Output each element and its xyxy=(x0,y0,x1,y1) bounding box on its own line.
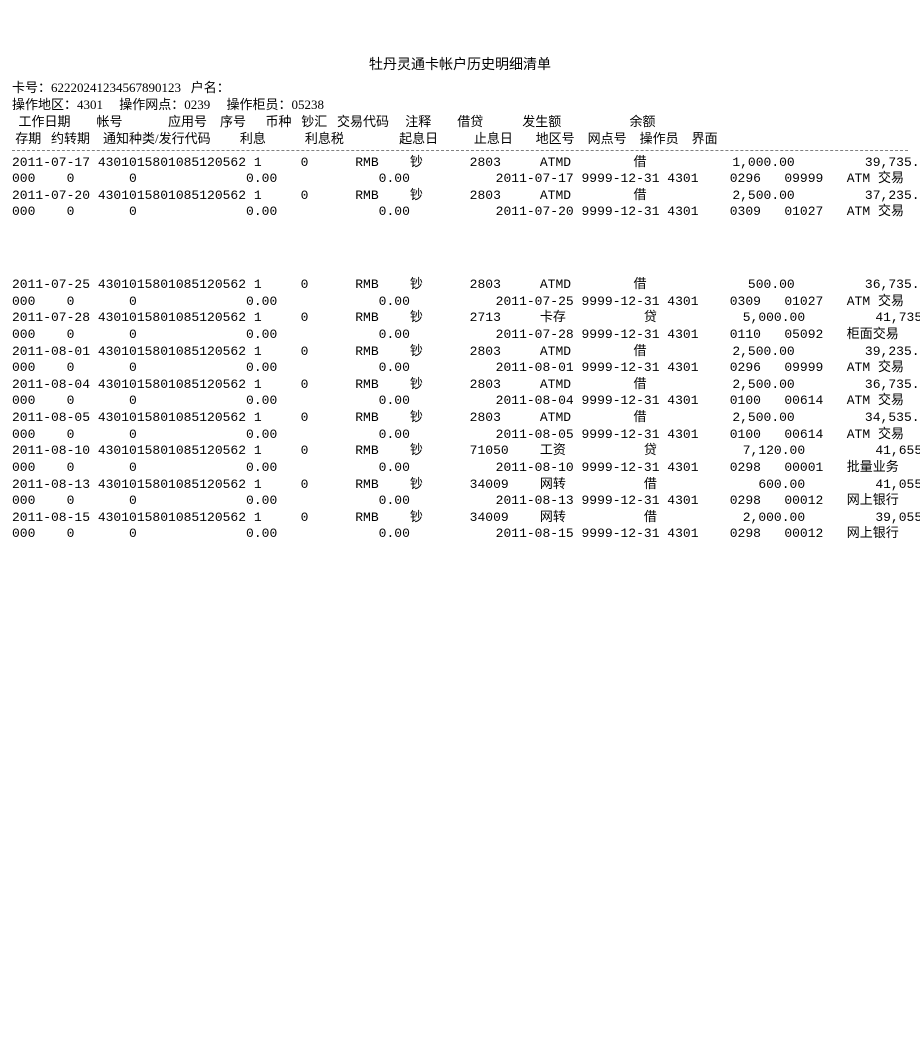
name-label: 户名： xyxy=(191,80,230,95)
record-line-b: 000 0 0 0.00 0.00 2011-07-28 9999-12-31 … xyxy=(12,327,908,344)
record-line-a: 2011-07-28 4301015801085120562 1 0 RMB 钞… xyxy=(12,310,908,327)
statement-title: 牡丹灵通卡帐户历史明细清单 xyxy=(12,54,908,74)
region-label: 操作地区： xyxy=(12,97,77,112)
record-group-2: 2011-07-25 4301015801085120562 1 0 RMB 钞… xyxy=(12,277,908,543)
record-line-a: 2011-08-05 4301015801085120562 1 0 RMB 钞… xyxy=(12,410,908,427)
teller-label: 操作柜员： xyxy=(227,97,292,112)
record-line-b: 000 0 0 0.00 0.00 2011-08-15 9999-12-31 … xyxy=(12,526,908,543)
teller-value: 05238 xyxy=(292,97,325,112)
record-line-b: 000 0 0 0.00 0.00 2011-07-25 9999-12-31 … xyxy=(12,294,908,311)
record-line-b: 000 0 0 0.00 0.00 2011-08-01 9999-12-31 … xyxy=(12,360,908,377)
card-label: 卡号： xyxy=(12,80,51,95)
record-line-a: 2011-07-20 4301015801085120562 1 0 RMB 钞… xyxy=(12,188,908,205)
record-line-b: 000 0 0 0.00 0.00 2011-08-05 9999-12-31 … xyxy=(12,427,908,444)
branch-value: 0239 xyxy=(184,97,210,112)
record-line-a: 2011-08-13 4301015801085120562 1 0 RMB 钞… xyxy=(12,477,908,494)
record-group-1: 2011-07-17 4301015801085120562 1 0 RMB 钞… xyxy=(12,155,908,222)
record-line-a: 2011-08-01 4301015801085120562 1 0 RMB 钞… xyxy=(12,344,908,361)
record-line-b: 000 0 0 0.00 0.00 2011-08-10 9999-12-31 … xyxy=(12,460,908,477)
meta-line-2: 操作地区：4301 操作网点：0239 操作柜员：05238 xyxy=(12,97,908,114)
header-divider xyxy=(12,150,908,151)
record-line-a: 2011-07-17 4301015801085120562 1 0 RMB 钞… xyxy=(12,155,908,172)
record-line-b: 000 0 0 0.00 0.00 2011-07-20 9999-12-31 … xyxy=(12,204,908,221)
header-row-1: 工作日期 帐号 应用号 序号 币种 钞汇 交易代码 注释 借贷 发生额 余额 xyxy=(12,114,908,131)
record-line-b: 000 0 0 0.00 0.00 2011-07-17 9999-12-31 … xyxy=(12,171,908,188)
branch-label: 操作网点： xyxy=(119,97,184,112)
header-row-2: 存期 约转期 通知种类/发行代码 利息 利息税 起息日 止息日 地区号 网点号 … xyxy=(12,131,908,148)
record-gap xyxy=(12,221,908,277)
region-value: 4301 xyxy=(77,97,103,112)
record-line-a: 2011-08-04 4301015801085120562 1 0 RMB 钞… xyxy=(12,377,908,394)
card-no: 62220241234567890123 xyxy=(51,80,181,95)
meta-line-1: 卡号：62220241234567890123 户名： xyxy=(12,80,908,97)
record-line-b: 000 0 0 0.00 0.00 2011-08-04 9999-12-31 … xyxy=(12,393,908,410)
record-line-a: 2011-08-10 4301015801085120562 1 0 RMB 钞… xyxy=(12,443,908,460)
record-line-b: 000 0 0 0.00 0.00 2011-08-13 9999-12-31 … xyxy=(12,493,908,510)
record-line-a: 2011-08-15 4301015801085120562 1 0 RMB 钞… xyxy=(12,510,908,527)
record-line-a: 2011-07-25 4301015801085120562 1 0 RMB 钞… xyxy=(12,277,908,294)
